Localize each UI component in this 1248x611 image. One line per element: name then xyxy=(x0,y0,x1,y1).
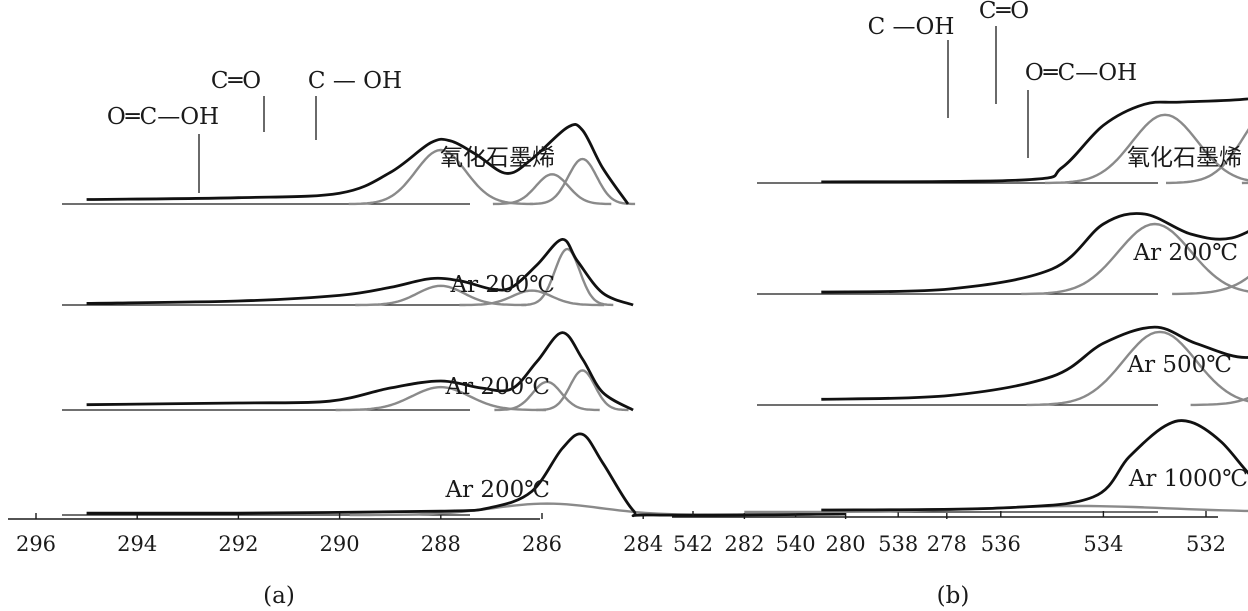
spectrum-envelope-curve xyxy=(86,331,634,412)
fitted-component-curve xyxy=(1190,396,1248,407)
sample-label: 氧化石墨烯 xyxy=(1127,145,1242,171)
spectrum-3: Ar 200℃ xyxy=(62,331,634,412)
fitted-component-curve xyxy=(1172,275,1248,296)
x-tick-label: 290 xyxy=(320,532,360,556)
x-tick-label: 294 xyxy=(117,532,157,556)
x-tick-label: 284 xyxy=(623,532,663,556)
peak-annotation-label: C —OH xyxy=(868,14,955,40)
fitted-component-curve xyxy=(355,284,527,307)
spectrum-3: Ar 500℃ xyxy=(757,325,1248,407)
sample-label: Ar 200℃ xyxy=(444,477,550,503)
spectrum-envelope-curve xyxy=(86,238,634,307)
sample-label: Ar 200℃ xyxy=(1132,240,1238,266)
panel-label: (b) xyxy=(937,583,970,609)
sample-label: Ar 1000℃ xyxy=(1128,466,1248,492)
x-tick-label: 534 xyxy=(1083,532,1123,556)
fitted-component-curve xyxy=(521,247,614,307)
peak-annotation-label: O═C—OH xyxy=(107,104,219,130)
x-tick-label: 286 xyxy=(522,532,562,556)
fitted-component-curve xyxy=(459,289,605,307)
fitted-component-curve xyxy=(536,369,629,412)
x-tick-label: 292 xyxy=(218,532,258,556)
peak-annotation-label: O═C—OH xyxy=(1025,60,1137,86)
spectrum-envelope-curve xyxy=(821,212,1248,294)
sample-label: 氧化石墨烯 xyxy=(440,145,555,171)
sample-label: Ar 200℃ xyxy=(444,374,550,400)
peak-annotation-label: C — OH xyxy=(308,68,402,94)
panel-b-o1s-spectra: 542540538536534532530528526524(b)氧化石墨烯Ar… xyxy=(672,0,1248,609)
x-tick-label: 278 xyxy=(927,532,967,556)
fitted-component-curve xyxy=(1026,330,1248,407)
peak-annotation-label: C═O xyxy=(211,68,261,94)
fitted-component-curve xyxy=(494,380,600,412)
x-tick-label: 538 xyxy=(878,532,918,556)
x-tick-label: 532 xyxy=(1186,532,1226,556)
sample-label: Ar 200℃ xyxy=(449,272,555,298)
spectrum-envelope-curve xyxy=(821,97,1248,184)
panel-label: (a) xyxy=(263,583,295,609)
x-tick-label: 540 xyxy=(776,532,816,556)
spectrum-envelope-curve xyxy=(86,432,846,518)
x-tick-label: 536 xyxy=(981,532,1021,556)
x-tick-label: 542 xyxy=(673,532,713,556)
fitted-component-curve xyxy=(529,157,636,206)
x-tick-label: 282 xyxy=(724,532,764,556)
spectrum-envelope-curve xyxy=(821,325,1248,401)
x-tick-label: 288 xyxy=(421,532,461,556)
spectrum-2: Ar 200℃ xyxy=(757,212,1248,296)
x-tick-label: 296 xyxy=(16,532,56,556)
fitted-component-curve xyxy=(1044,113,1248,185)
spectrum-4: Ar 1000℃ xyxy=(744,419,1248,514)
fitted-component-curve xyxy=(492,173,612,206)
spectrum-envelope-curve xyxy=(86,123,630,205)
panel-a-c1s-spectra: 296 294 292 290 288 286 284 282 280 278 (a) 氧化石墨烯 Ar… xyxy=(8,68,967,609)
spectrum-4: Ar 200℃ xyxy=(62,432,846,518)
fitted-component-curve xyxy=(744,504,1248,514)
fitted-component-curve xyxy=(1166,128,1248,185)
fitted-component-curve xyxy=(349,502,745,517)
spectrum-2: Ar 200℃ xyxy=(62,238,634,307)
spectrum-1: 氧化石墨烯 xyxy=(62,123,636,206)
spectrum-envelope-curve xyxy=(821,419,1248,512)
fitted-component-curve xyxy=(348,148,533,206)
x-tick-label: 280 xyxy=(826,532,866,556)
sample-label: Ar 500℃ xyxy=(1126,352,1232,378)
peak-annotation-label: C═O xyxy=(979,0,1029,24)
fitted-component-curve xyxy=(1021,222,1248,296)
spectrum-1: 氧化石墨烯 xyxy=(757,97,1248,185)
